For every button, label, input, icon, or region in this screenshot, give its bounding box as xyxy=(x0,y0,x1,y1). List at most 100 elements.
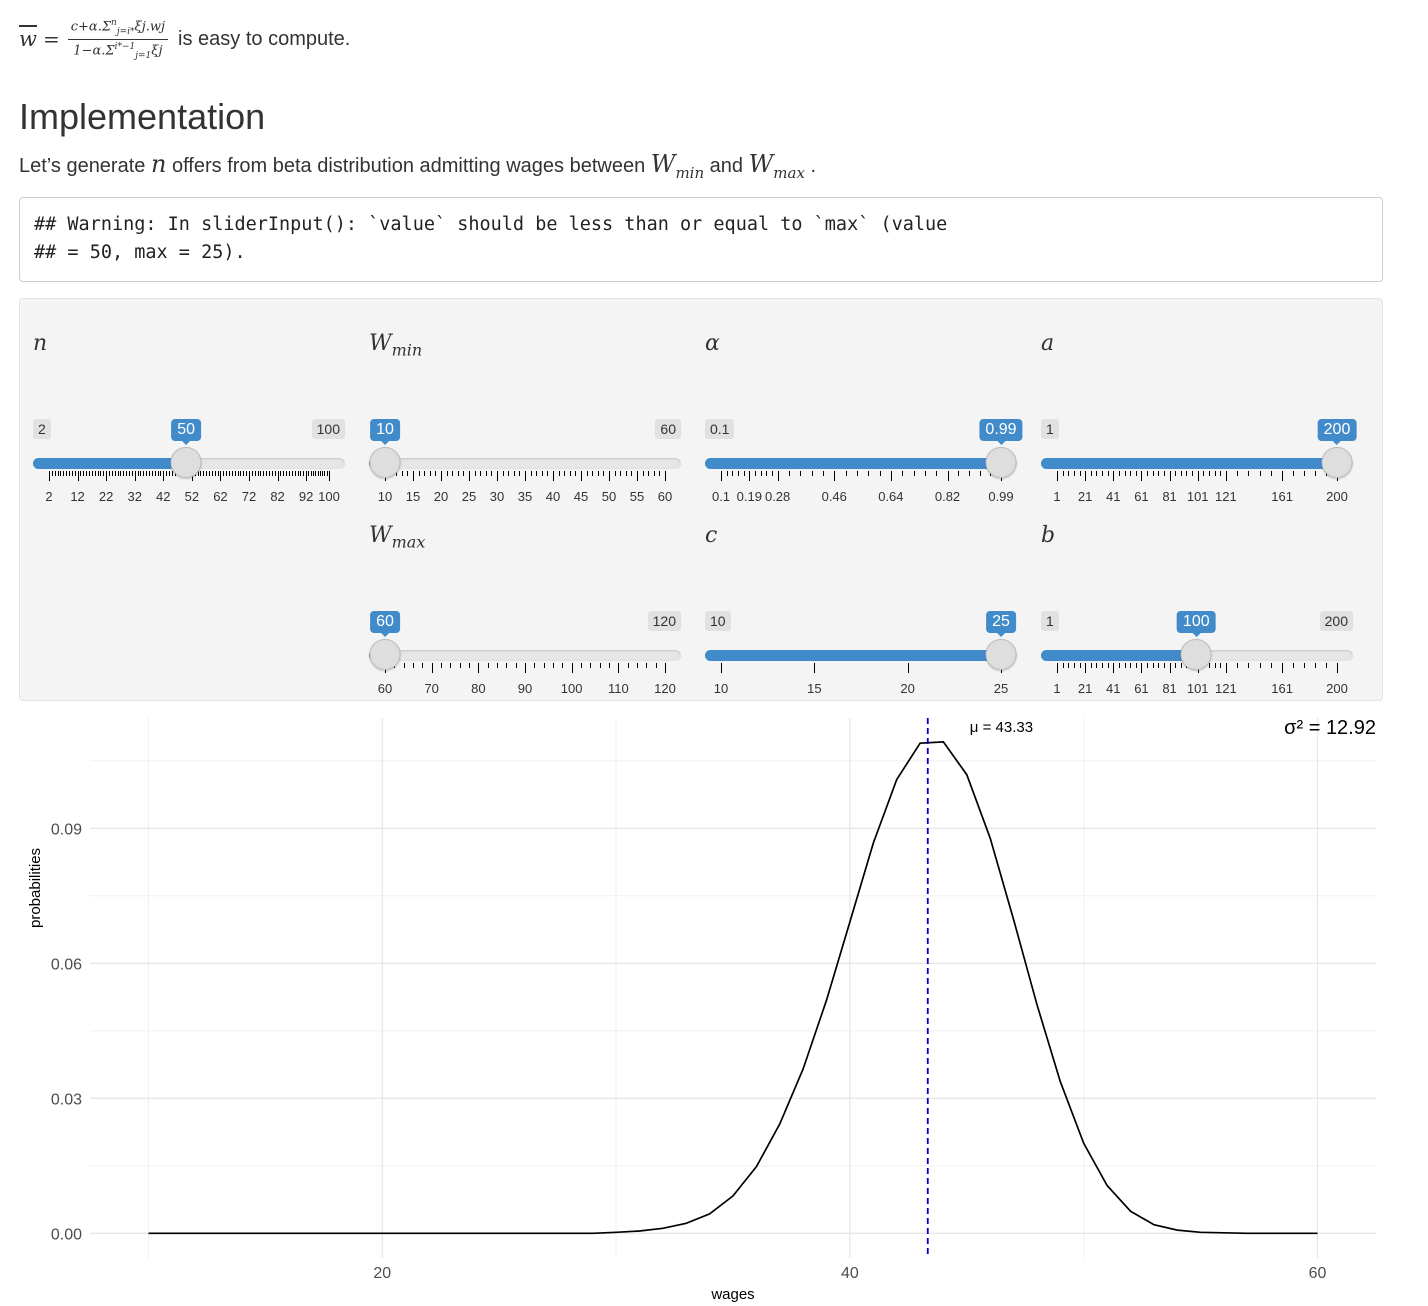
y-tick-label: 0.06 xyxy=(51,956,82,973)
slider-minor-tick xyxy=(646,663,648,668)
intro-paragraph: Let’s generate n offers from beta distri… xyxy=(19,150,817,182)
slider-minor-tick xyxy=(280,471,282,476)
slider-minor-tick xyxy=(1135,471,1137,476)
slider-minor-tick xyxy=(315,471,317,476)
slider-minor-tick xyxy=(609,663,610,668)
slider-wmin: Wmin1060101015202530354045505560 xyxy=(369,331,681,504)
slider-grid-label: 61 xyxy=(1134,489,1149,504)
slider-major-tick xyxy=(1225,471,1227,481)
warning-line-2: ## = 50, max = 25). xyxy=(34,242,246,263)
slider-minor-tick xyxy=(396,471,398,476)
slider-major-tick xyxy=(721,471,722,481)
slider-minor-tick xyxy=(659,471,661,476)
slider-wmin-max-label: 60 xyxy=(655,419,681,439)
slider-minor-tick xyxy=(203,471,205,476)
slider-a-handle[interactable] xyxy=(1321,447,1353,478)
slider-minor-tick xyxy=(129,471,130,476)
slider-wmax-value-label: 60 xyxy=(370,611,400,637)
slider-minor-tick xyxy=(313,471,314,476)
slider-minor-tick xyxy=(89,471,90,476)
slider-b-fill xyxy=(1041,650,1197,661)
warning-output: ## Warning: In sliderInput(): `value` sh… xyxy=(19,197,1383,282)
slider-minor-tick xyxy=(637,663,638,668)
y-tick-label: 0.09 xyxy=(51,821,82,838)
slider-major-tick xyxy=(814,663,816,673)
slider-minor-tick xyxy=(197,471,199,476)
slider-minor-tick xyxy=(66,471,68,476)
warning-line-1: ## Warning: In sliderInput(): `value` sh… xyxy=(34,214,948,235)
slider-minor-tick xyxy=(401,471,403,476)
slider-minor-tick xyxy=(1096,663,1098,668)
slider-minor-tick xyxy=(151,471,153,476)
slider-minor-tick xyxy=(63,471,65,476)
slider-major-tick xyxy=(306,471,308,481)
section-heading: Implementation xyxy=(19,96,266,137)
slider-minor-tick xyxy=(822,471,824,476)
slider-minor-tick xyxy=(558,471,560,476)
slider-grid-label: 70 xyxy=(424,681,439,696)
slider-alpha-min-label: 0.1 xyxy=(705,419,735,439)
slider-major-tick xyxy=(1085,471,1087,481)
slider-wmax-handle[interactable] xyxy=(369,639,401,670)
slider-c-handle[interactable] xyxy=(985,639,1017,670)
slider-minor-tick xyxy=(257,471,259,476)
slider-n-grid-labels: 2 12 22 32 42 52 62 72 82 92 100 xyxy=(33,489,345,505)
slider-c-ticks xyxy=(705,663,1017,675)
slider-minor-tick xyxy=(1186,471,1188,476)
slider-alpha-handle[interactable] xyxy=(985,447,1017,478)
slider-minor-tick xyxy=(157,471,159,476)
slider-minor-tick xyxy=(137,471,139,476)
slider-n-min-label: 2 xyxy=(33,419,51,439)
slider-minor-tick xyxy=(457,471,459,476)
slider-major-tick xyxy=(1197,471,1199,481)
slider-minor-tick xyxy=(1270,471,1272,476)
slider-alpha-grid-labels: 0.1 0.19 0.28 0.46 0.64 0.82 0.99 xyxy=(705,489,1017,505)
slider-minor-tick xyxy=(94,471,96,476)
slider-minor-tick xyxy=(291,471,293,476)
slider-n-value-label: 50 xyxy=(171,419,202,445)
formula-line: w = c+α.Σnj=i*ξj.wj 1−α.Σi*−1j=1ξj is ea… xyxy=(19,8,350,70)
slider-grid-label: 60 xyxy=(377,681,393,696)
slider-wmin-label: Wmin xyxy=(369,331,423,360)
slider-minor-tick xyxy=(547,471,549,476)
slider-minor-tick xyxy=(100,471,102,476)
slider-major-tick xyxy=(721,663,722,673)
slider-wmin-handle[interactable] xyxy=(369,447,401,478)
slider-minor-tick xyxy=(1090,663,1092,668)
slider-grid-label: 41 xyxy=(1106,681,1121,696)
slider-minor-tick xyxy=(1102,663,1104,668)
slider-wmax-track[interactable] xyxy=(369,650,681,661)
slider-minor-tick xyxy=(590,663,592,668)
x-axis-title: wages xyxy=(710,1286,754,1303)
slider-grid-label: 35 xyxy=(517,489,533,504)
slider-minor-tick xyxy=(226,471,228,476)
x-tick-label: 60 xyxy=(1309,1265,1327,1282)
slider-panel: n2100502122232425262728292100Wmin1060101… xyxy=(19,298,1383,701)
slider-major-tick xyxy=(249,471,250,481)
slider-b-value-label: 100 xyxy=(1176,611,1216,637)
slider-major-tick xyxy=(907,663,909,673)
slider-grid-label: 10 xyxy=(377,489,393,504)
slider-major-tick xyxy=(413,471,414,481)
slider-minor-tick xyxy=(642,471,644,476)
slider-b-handle[interactable] xyxy=(1180,639,1212,670)
slider-major-tick xyxy=(1085,663,1087,673)
slider-minor-tick xyxy=(1135,663,1137,668)
slider-minor-tick xyxy=(297,471,299,476)
slider-n-handle[interactable] xyxy=(170,447,202,478)
slider-minor-tick xyxy=(246,471,248,476)
slider-minor-tick xyxy=(1079,471,1081,476)
slider-grid-label: 20 xyxy=(433,489,449,504)
slider-alpha-ticks xyxy=(705,471,1017,483)
slider-minor-tick xyxy=(1107,663,1109,668)
slider-major-tick xyxy=(749,471,751,481)
slider-minor-tick xyxy=(1062,471,1064,476)
slider-grid-label: 0.64 xyxy=(878,489,904,504)
w-bar-symbol: w xyxy=(19,27,37,51)
slider-minor-tick xyxy=(1180,663,1182,668)
slider-wmin-track[interactable] xyxy=(369,458,681,469)
slider-minor-tick xyxy=(732,471,734,476)
slider-major-tick xyxy=(1169,663,1171,673)
slider-major-tick xyxy=(277,471,279,481)
slider-minor-tick xyxy=(586,471,588,476)
